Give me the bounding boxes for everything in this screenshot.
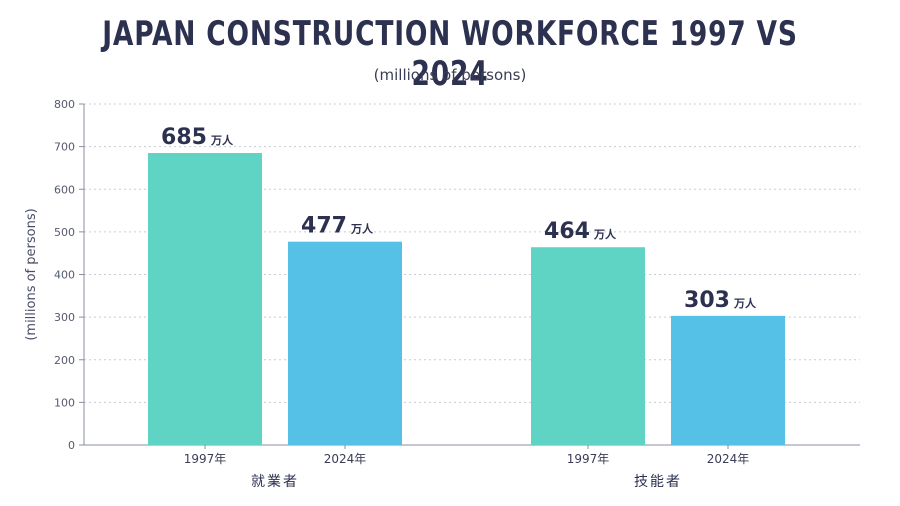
x-tick-label: 1997年: [567, 452, 610, 466]
data-label-unit: 万人: [210, 133, 234, 147]
y-tick-label: 0: [68, 439, 75, 452]
data-label: 477 万人: [301, 214, 374, 239]
y-tick-label: 800: [54, 98, 75, 111]
x-tick-label: 2024年: [324, 452, 367, 466]
data-label-unit: 万人: [350, 222, 374, 236]
y-axis-label: (millions of persons): [24, 208, 39, 340]
data-label: 464 万人: [544, 219, 617, 244]
group-label: 技能者: [634, 474, 682, 490]
group-label: 就業者: [251, 474, 299, 490]
y-tick-label: 400: [54, 269, 75, 282]
data-label-unit: 万人: [733, 296, 757, 310]
data-label-unit: 万人: [593, 227, 617, 241]
bar: [531, 247, 645, 445]
bar: [671, 315, 785, 445]
y-tick-label: 100: [54, 396, 75, 409]
y-tick-label: 600: [54, 183, 75, 196]
x-tick-label: 2024年: [707, 452, 750, 466]
y-tick-label: 200: [54, 354, 75, 367]
data-label-value: 685: [161, 125, 207, 150]
bar: [148, 153, 262, 446]
bar: [288, 241, 402, 445]
y-tick-label: 500: [54, 226, 75, 239]
data-label: 685 万人: [161, 125, 234, 150]
chart-subtitle: (millions of persons): [373, 66, 527, 84]
data-label-value: 477: [301, 214, 347, 239]
x-tick-label: 1997年: [184, 452, 227, 466]
y-tick-label: 700: [54, 141, 75, 154]
chart-title: JAPAN CONSTRUCTION WORKFORCE 1997 VS 202…: [102, 14, 798, 94]
y-tick-label: 300: [54, 311, 75, 324]
data-label: 303 万人: [684, 288, 757, 313]
data-label-value: 303: [684, 288, 730, 313]
data-label-value: 464: [544, 219, 590, 244]
